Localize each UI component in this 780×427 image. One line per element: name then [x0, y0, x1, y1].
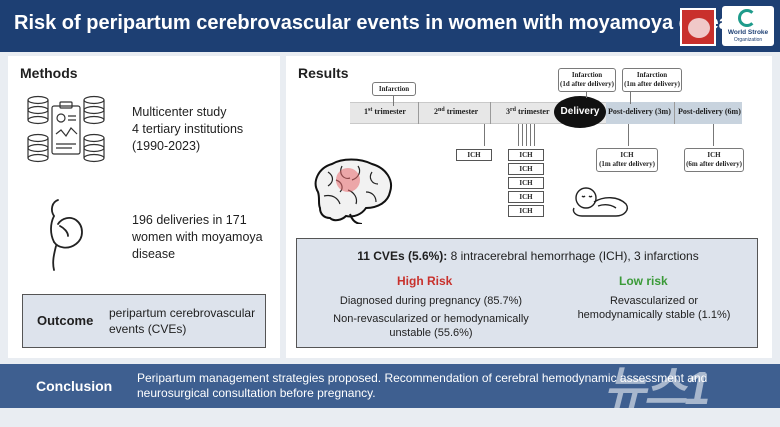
ich-event-third-trimester-1: ICH — [508, 149, 544, 161]
journal-cover-icon — [680, 8, 716, 46]
methods-title: Methods — [20, 65, 78, 81]
methods-panel: Methods Multicenter study 4 tertiary ins… — [8, 56, 280, 358]
header-bar: Risk of peripartum cerebrovascular event… — [0, 0, 780, 52]
timeline-first-trimester: 1st trimester — [364, 107, 406, 116]
wso-logo-icon — [738, 9, 756, 27]
outcome-label: Outcome — [37, 313, 94, 328]
conclusion-label: Conclusion — [36, 378, 113, 394]
low-risk-title: Low risk — [619, 274, 668, 288]
pregnant-woman-icon — [50, 199, 83, 271]
conclusion-text: Peripartum management strategies propose… — [137, 371, 708, 400]
cohort-description: 196 deliveries in 171 women with moyamoy… — [132, 213, 263, 261]
timeline-post-delivery-3m: Post-delivery (3m) — [608, 107, 671, 116]
wso-logo: World Stroke Organization — [722, 6, 774, 46]
news1-watermark: 뉴스1 — [604, 362, 710, 414]
high-risk-title: High Risk — [397, 274, 453, 288]
results-title: Results — [298, 65, 349, 81]
ich-event-6m: ICH (6m after delivery) — [684, 148, 744, 172]
ich-event-third-trimester-5: ICH — [508, 205, 544, 217]
baby-icon — [572, 187, 628, 217]
results-panel: Results 1st trimester 2nd trimester 3rd … — [286, 56, 772, 358]
brain-icon — [314, 158, 392, 224]
page-title: Risk of peripartum cerebrovascular event… — [14, 12, 753, 34]
timeline-post-delivery-6m: Post-delivery (6m) — [678, 107, 741, 116]
ich-event-1m: ICH (1m after delivery) — [596, 148, 658, 172]
ich-event-third-trimester-2: ICH — [508, 163, 544, 175]
cve-summary: 11 CVEs (5.6%): 8 intracerebral hemorrha… — [357, 249, 699, 263]
conclusion-bar: Conclusion Peripartum management strateg… — [0, 364, 780, 408]
database-clipboard-icon — [27, 95, 105, 163]
timeline-second-trimester: 2nd trimester — [434, 107, 479, 116]
infarction-event-1d: Infarction (1d after delivery) — [558, 68, 616, 92]
infarction-event-first-trimester: Infarction — [372, 82, 416, 96]
outcome-box: Outcome peripartum cerebrovascular event… — [22, 294, 266, 348]
study-description: Multicenter study 4 tertiary institution… — [132, 105, 244, 153]
timeline-third-trimester: 3rd trimester — [506, 107, 550, 116]
infarction-event-1m: Infarction (1m after delivery) — [622, 68, 682, 92]
low-risk-item-1: Revascularized or hemodynamically stable … — [577, 295, 731, 321]
high-risk-item-1: Diagnosed during pregnancy (85.7%) — [339, 295, 523, 307]
delivery-marker: Delivery — [554, 96, 606, 128]
ich-event-third-trimester-4: ICH — [508, 191, 544, 203]
ich-event-third-trimester-3: ICH — [508, 177, 544, 189]
outcome-value: peripartum cerebrovascular events (CVEs) — [109, 306, 256, 336]
ich-event-second-trimester: ICH — [456, 149, 492, 161]
results-summary-box: 11 CVEs (5.6%): 8 intracerebral hemorrha… — [296, 238, 758, 348]
high-risk-item-2: Non-revascularized or hemodynamically uns… — [333, 313, 529, 339]
